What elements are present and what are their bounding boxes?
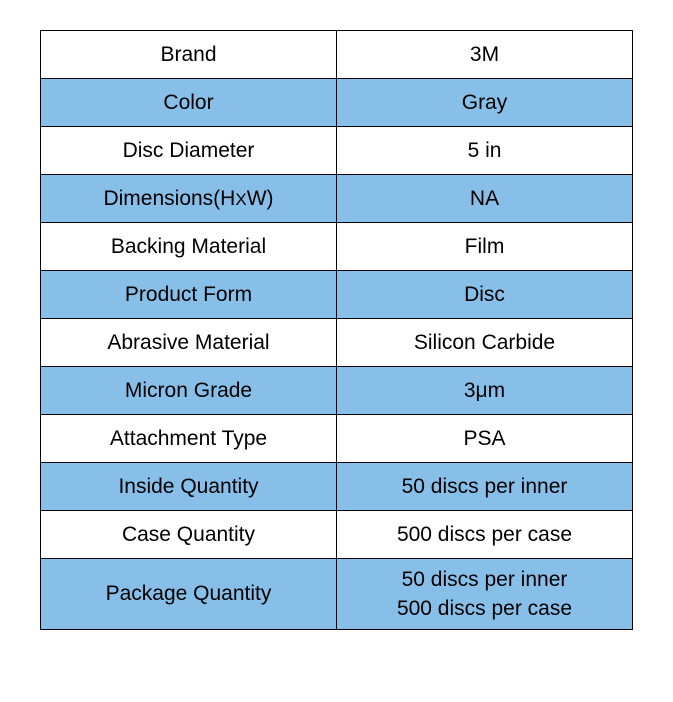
row-label: Color [41,79,337,127]
table-row: Dimensions(HXW) NA [41,175,633,223]
row-label: Backing Material [41,223,337,271]
table-row: Package Quantity 50 discs per inner 500 d… [41,559,633,630]
dim-x: X [235,190,246,209]
table-row: Backing Material Film [41,223,633,271]
table-row: Abrasive Material Silicon Carbide [41,319,633,367]
table-row: Inside Quantity 50 discs per inner [41,463,633,511]
row-value: 50 discs per inner 500 discs per case [337,559,633,630]
table-row: Product Form Disc [41,271,633,319]
table-row: Color Gray [41,79,633,127]
table-row: Attachment Type PSA [41,415,633,463]
row-value: Gray [337,79,633,127]
row-label: Inside Quantity [41,463,337,511]
pkg-line2: 500 discs per case [397,597,572,620]
table-row: Brand 3M [41,31,633,79]
row-value: Silicon Carbide [337,319,633,367]
dim-pre: Dimensions(H [103,187,235,210]
row-value: 500 discs per case [337,511,633,559]
row-value: 5 in [337,127,633,175]
row-label: Micron Grade [41,367,337,415]
table-row: Case Quantity 500 discs per case [41,511,633,559]
row-label: Disc Diameter [41,127,337,175]
row-label: Attachment Type [41,415,337,463]
spec-table-body: Brand 3M Color Gray Disc Diameter 5 in D… [41,31,633,630]
table-row: Disc Diameter 5 in [41,127,633,175]
row-value: NA [337,175,633,223]
row-value: Disc [337,271,633,319]
table-row: Micron Grade 3μm [41,367,633,415]
row-label: Case Quantity [41,511,337,559]
row-value: PSA [337,415,633,463]
row-label: Dimensions(HXW) [41,175,337,223]
spec-table: Brand 3M Color Gray Disc Diameter 5 in D… [40,30,633,630]
row-value: 50 discs per inner [337,463,633,511]
row-label: Abrasive Material [41,319,337,367]
pkg-line1: 50 discs per inner [402,568,568,591]
row-value: 3μm [337,367,633,415]
row-value: 3M [337,31,633,79]
row-label: Product Form [41,271,337,319]
row-value: Film [337,223,633,271]
row-label: Package Quantity [41,559,337,630]
row-label: Brand [41,31,337,79]
dim-post: W) [247,187,274,210]
